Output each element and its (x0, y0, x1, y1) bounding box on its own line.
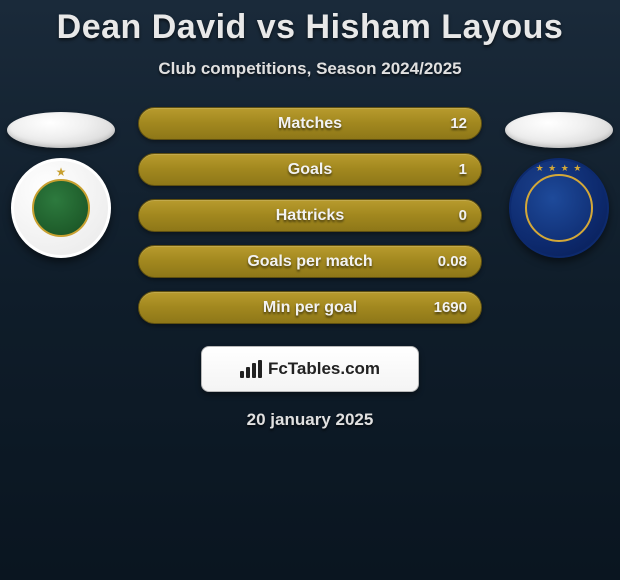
stat-row-matches: Matches 12 (138, 107, 482, 140)
stat-label: Hattricks (276, 207, 344, 225)
stat-label: Min per goal (263, 299, 357, 317)
stat-row-mpg: Min per goal 1690 (138, 291, 482, 324)
player-right-flag (505, 112, 613, 148)
stat-label: Goals per match (247, 253, 372, 271)
club-logo-left (11, 158, 111, 258)
stat-value-right: 1 (459, 154, 467, 185)
stat-label: Matches (278, 115, 342, 133)
page-title: Dean David vs Hisham Layous (0, 8, 620, 47)
stat-value-right: 1690 (434, 292, 467, 323)
player-left-block (0, 112, 126, 258)
club-logo-right (509, 158, 609, 258)
bar-chart-icon (240, 360, 262, 378)
player-left-flag (7, 112, 115, 148)
stat-row-gpm: Goals per match 0.08 (138, 245, 482, 278)
stat-row-goals: Goals 1 (138, 153, 482, 186)
page-subtitle: Club competitions, Season 2024/2025 (0, 59, 620, 79)
stat-value-right: 0 (459, 200, 467, 231)
player-right-block (494, 112, 620, 258)
brand-badge[interactable]: FcTables.com (201, 346, 419, 392)
brand-text: FcTables.com (268, 359, 380, 379)
stat-value-right: 12 (450, 108, 467, 139)
stat-label: Goals (288, 161, 332, 179)
date-text: 20 january 2025 (0, 410, 620, 430)
stat-value-right: 0.08 (438, 246, 467, 277)
stats-list: Matches 12 Goals 1 Hattricks 0 Goals per… (138, 107, 482, 324)
stat-row-hattricks: Hattricks 0 (138, 199, 482, 232)
